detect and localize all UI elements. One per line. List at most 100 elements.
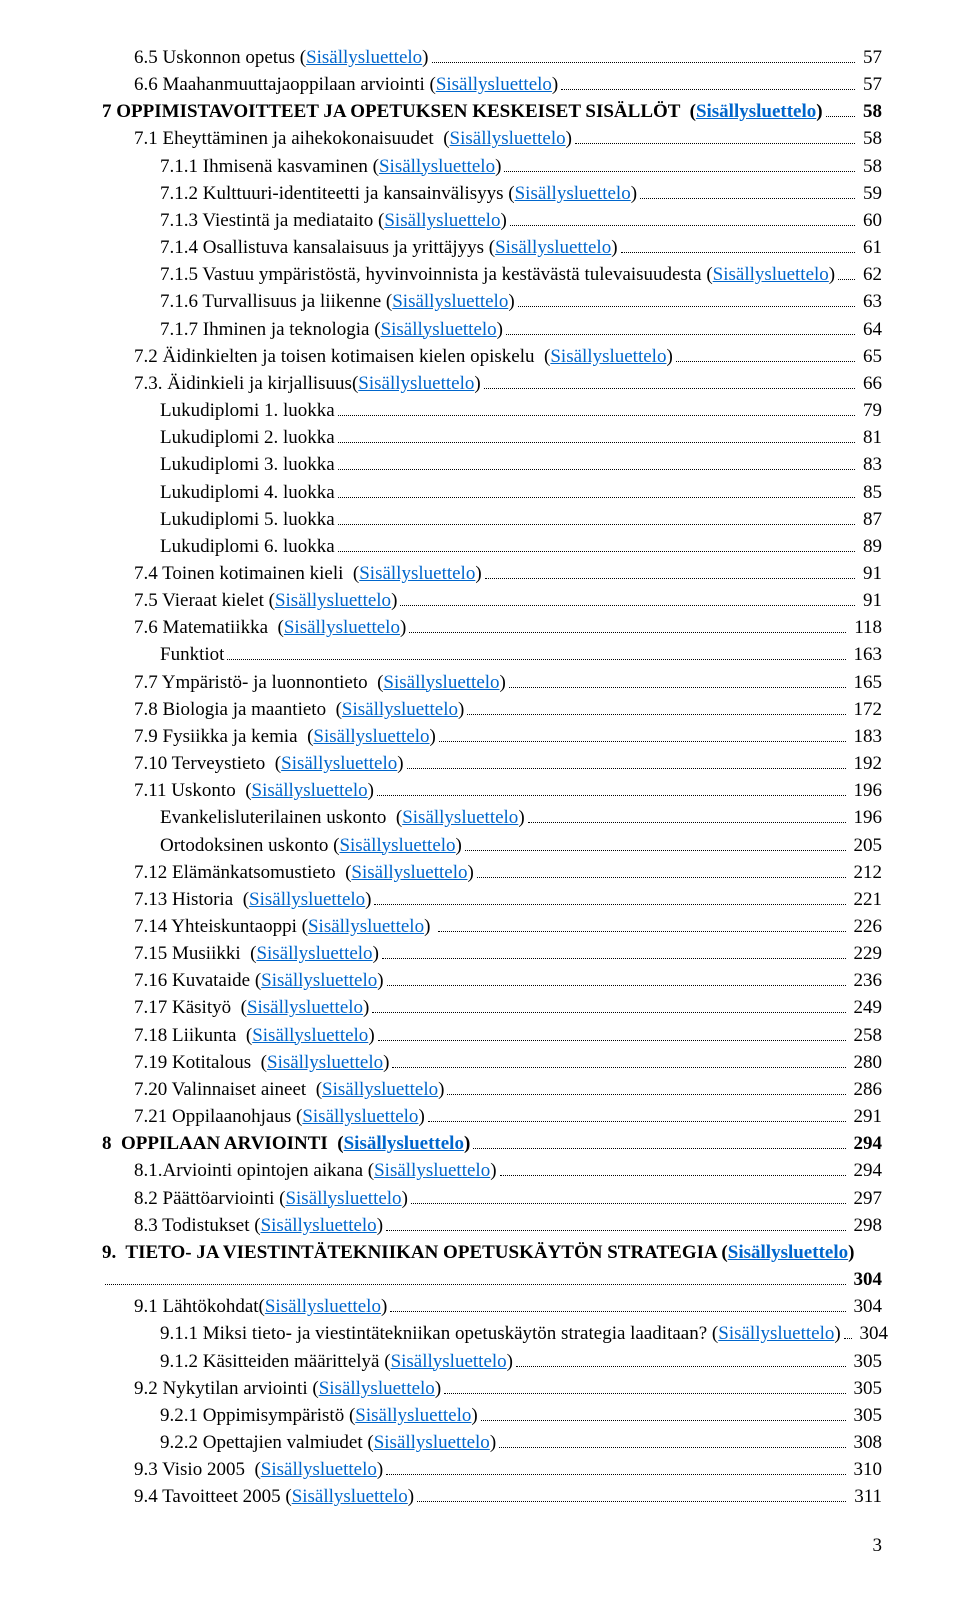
toc-link[interactable]: Sisällysluettelo bbox=[249, 886, 365, 913]
toc-entry: 7.13 Historia (Sisällysluettelo) 221 bbox=[102, 886, 882, 913]
toc-link[interactable]: Sisällysluettelo bbox=[284, 614, 400, 641]
toc-link[interactable]: Sisällysluettelo bbox=[252, 1022, 368, 1049]
toc-label-suffix: ) bbox=[518, 804, 524, 831]
toc-link[interactable]: Sisällysluettelo bbox=[379, 153, 495, 180]
toc-entry: 7.6 Matematiikka (Sisällysluettelo) 118 bbox=[102, 614, 882, 641]
toc-link[interactable]: Sisällysluettelo bbox=[515, 180, 631, 207]
toc-link[interactable]: Sisällysluettelo bbox=[374, 1429, 490, 1456]
toc-leader bbox=[338, 497, 856, 498]
toc-page: 89 bbox=[858, 533, 882, 560]
toc-link[interactable]: Sisällysluettelo bbox=[256, 940, 372, 967]
toc-label-suffix: ) bbox=[611, 234, 617, 261]
toc-link[interactable]: Sisällysluettelo bbox=[713, 261, 829, 288]
toc-leader bbox=[386, 1230, 846, 1231]
toc-link[interactable]: Sisällysluettelo bbox=[261, 967, 377, 994]
toc-label: 7.8 Biologia ja maantieto ( bbox=[134, 696, 342, 723]
toc-page: 91 bbox=[858, 587, 882, 614]
toc-link[interactable]: Sisällysluettelo bbox=[358, 370, 474, 397]
toc-leader bbox=[504, 171, 855, 172]
toc-link[interactable]: Sisällysluettelo bbox=[402, 804, 518, 831]
toc-link[interactable]: Sisällysluettelo bbox=[344, 1130, 464, 1157]
toc-link[interactable]: Sisällysluettelo bbox=[313, 723, 429, 750]
toc-link[interactable]: Sisällysluettelo bbox=[267, 1049, 383, 1076]
toc-link[interactable]: Sisällysluettelo bbox=[728, 1239, 848, 1266]
toc-label-suffix: ) bbox=[402, 1185, 408, 1212]
toc-page: 304 bbox=[849, 1293, 882, 1320]
toc-link[interactable]: Sisällysluettelo bbox=[306, 44, 422, 71]
toc-leader bbox=[465, 850, 846, 851]
toc-link[interactable]: Sisällysluettelo bbox=[339, 832, 455, 859]
toc-link[interactable]: Sisällysluettelo bbox=[351, 859, 467, 886]
toc-label: 7.2 Äidinkielten ja toisen kotimaisen ki… bbox=[134, 343, 550, 370]
toc-page: 61 bbox=[858, 234, 882, 261]
toc-leader bbox=[467, 714, 845, 715]
toc-label-suffix: ) bbox=[458, 696, 464, 723]
toc-link[interactable]: Sisällysluettelo bbox=[718, 1320, 834, 1347]
toc-link[interactable]: Sisällysluettelo bbox=[436, 71, 552, 98]
toc-link[interactable]: Sisällysluettelo bbox=[450, 125, 566, 152]
toc-label: 8 OPPILAAN ARVIOINTI ( bbox=[102, 1130, 344, 1157]
toc-link[interactable]: Sisällysluettelo bbox=[342, 696, 458, 723]
toc-leader bbox=[227, 659, 845, 660]
toc-label-suffix: ) bbox=[368, 777, 374, 804]
toc-leader bbox=[621, 252, 856, 253]
toc-label-suffix: ) bbox=[497, 316, 503, 343]
toc-label-suffix: ) bbox=[430, 723, 436, 750]
toc-label: 7.21 Oppilaanohjaus ( bbox=[134, 1103, 302, 1130]
toc-page: 305 bbox=[849, 1348, 882, 1375]
toc-link[interactable]: Sisällysluettelo bbox=[381, 316, 497, 343]
toc-entry: 7.5 Vieraat kielet (Sisällysluettelo) 91 bbox=[102, 587, 882, 614]
toc-label-suffix: ) bbox=[424, 913, 435, 940]
toc-entry: 7.1.7 Ihminen ja teknologia (Sisällyslue… bbox=[102, 316, 882, 343]
toc-page: 294 bbox=[849, 1130, 882, 1157]
toc-leader bbox=[826, 116, 856, 117]
toc-page: 286 bbox=[849, 1076, 882, 1103]
toc-link[interactable]: Sisällysluettelo bbox=[322, 1076, 438, 1103]
toc-label-suffix: ) bbox=[377, 967, 383, 994]
toc-entry: 7 OPPIMISTAVOITTEET JA OPETUKSEN KESKEIS… bbox=[102, 98, 882, 125]
toc-page: 297 bbox=[849, 1185, 882, 1212]
toc-label-suffix: ) bbox=[475, 560, 481, 587]
toc-link[interactable]: Sisällysluettelo bbox=[302, 1103, 418, 1130]
toc-label-suffix: ) bbox=[400, 614, 406, 641]
toc-link[interactable]: Sisällysluettelo bbox=[392, 288, 508, 315]
toc-link[interactable]: Sisällysluettelo bbox=[696, 98, 816, 125]
toc-label-suffix: ) bbox=[829, 261, 835, 288]
toc-label: 7 OPPIMISTAVOITTEET JA OPETUKSEN KESKEIS… bbox=[102, 98, 696, 125]
toc-link[interactable]: Sisällysluettelo bbox=[384, 207, 500, 234]
toc-link[interactable]: Sisällysluettelo bbox=[550, 343, 666, 370]
toc-link[interactable]: Sisällysluettelo bbox=[275, 587, 391, 614]
toc-link[interactable]: Sisällysluettelo bbox=[261, 1456, 377, 1483]
toc-link[interactable]: Sisällysluettelo bbox=[252, 777, 368, 804]
toc-link[interactable]: Sisällysluettelo bbox=[285, 1185, 401, 1212]
toc-link[interactable]: Sisällysluettelo bbox=[319, 1375, 435, 1402]
toc-link[interactable]: Sisällysluettelo bbox=[374, 1157, 490, 1184]
toc-leader bbox=[338, 442, 856, 443]
toc-link[interactable]: Sisällysluettelo bbox=[261, 1212, 377, 1239]
toc-page: 63 bbox=[858, 288, 882, 315]
toc-label-suffix: ) bbox=[381, 1293, 387, 1320]
toc-page: 294 bbox=[849, 1157, 882, 1184]
toc-entry: 7.1.6 Turvallisuus ja liikenne (Sisällys… bbox=[102, 288, 882, 315]
toc-page: 57 bbox=[858, 44, 882, 71]
toc-link[interactable]: Sisällysluettelo bbox=[265, 1293, 381, 1320]
toc-leader bbox=[338, 469, 856, 470]
toc-link[interactable]: Sisällysluettelo bbox=[391, 1348, 507, 1375]
toc-link[interactable]: Sisällysluettelo bbox=[292, 1483, 408, 1510]
toc-link[interactable]: Sisällysluettelo bbox=[359, 560, 475, 587]
toc-entry: 7.15 Musiikki (Sisällysluettelo) 229 bbox=[102, 940, 882, 967]
toc-entry: 9.2 Nykytilan arviointi (Sisällysluettel… bbox=[102, 1375, 882, 1402]
toc-link[interactable]: Sisällysluettelo bbox=[383, 669, 499, 696]
toc-label: 7.13 Historia ( bbox=[134, 886, 249, 913]
toc-link[interactable]: Sisällysluettelo bbox=[281, 750, 397, 777]
toc-label: 7.15 Musiikki ( bbox=[134, 940, 256, 967]
toc-leader bbox=[509, 687, 846, 688]
toc-link[interactable]: Sisällysluettelo bbox=[355, 1402, 471, 1429]
toc-link[interactable]: Sisällysluettelo bbox=[308, 913, 424, 940]
toc-link[interactable]: Sisällysluettelo bbox=[495, 234, 611, 261]
toc-entry: 8.2 Päättöarviointi (Sisällysluettelo) 2… bbox=[102, 1185, 882, 1212]
toc-page: 66 bbox=[858, 370, 882, 397]
toc-entry: 7.19 Kotitalous (Sisällysluettelo) 280 bbox=[102, 1049, 882, 1076]
toc-link[interactable]: Sisällysluettelo bbox=[247, 994, 363, 1021]
toc-label: 7.9 Fysiikka ja kemia ( bbox=[134, 723, 313, 750]
